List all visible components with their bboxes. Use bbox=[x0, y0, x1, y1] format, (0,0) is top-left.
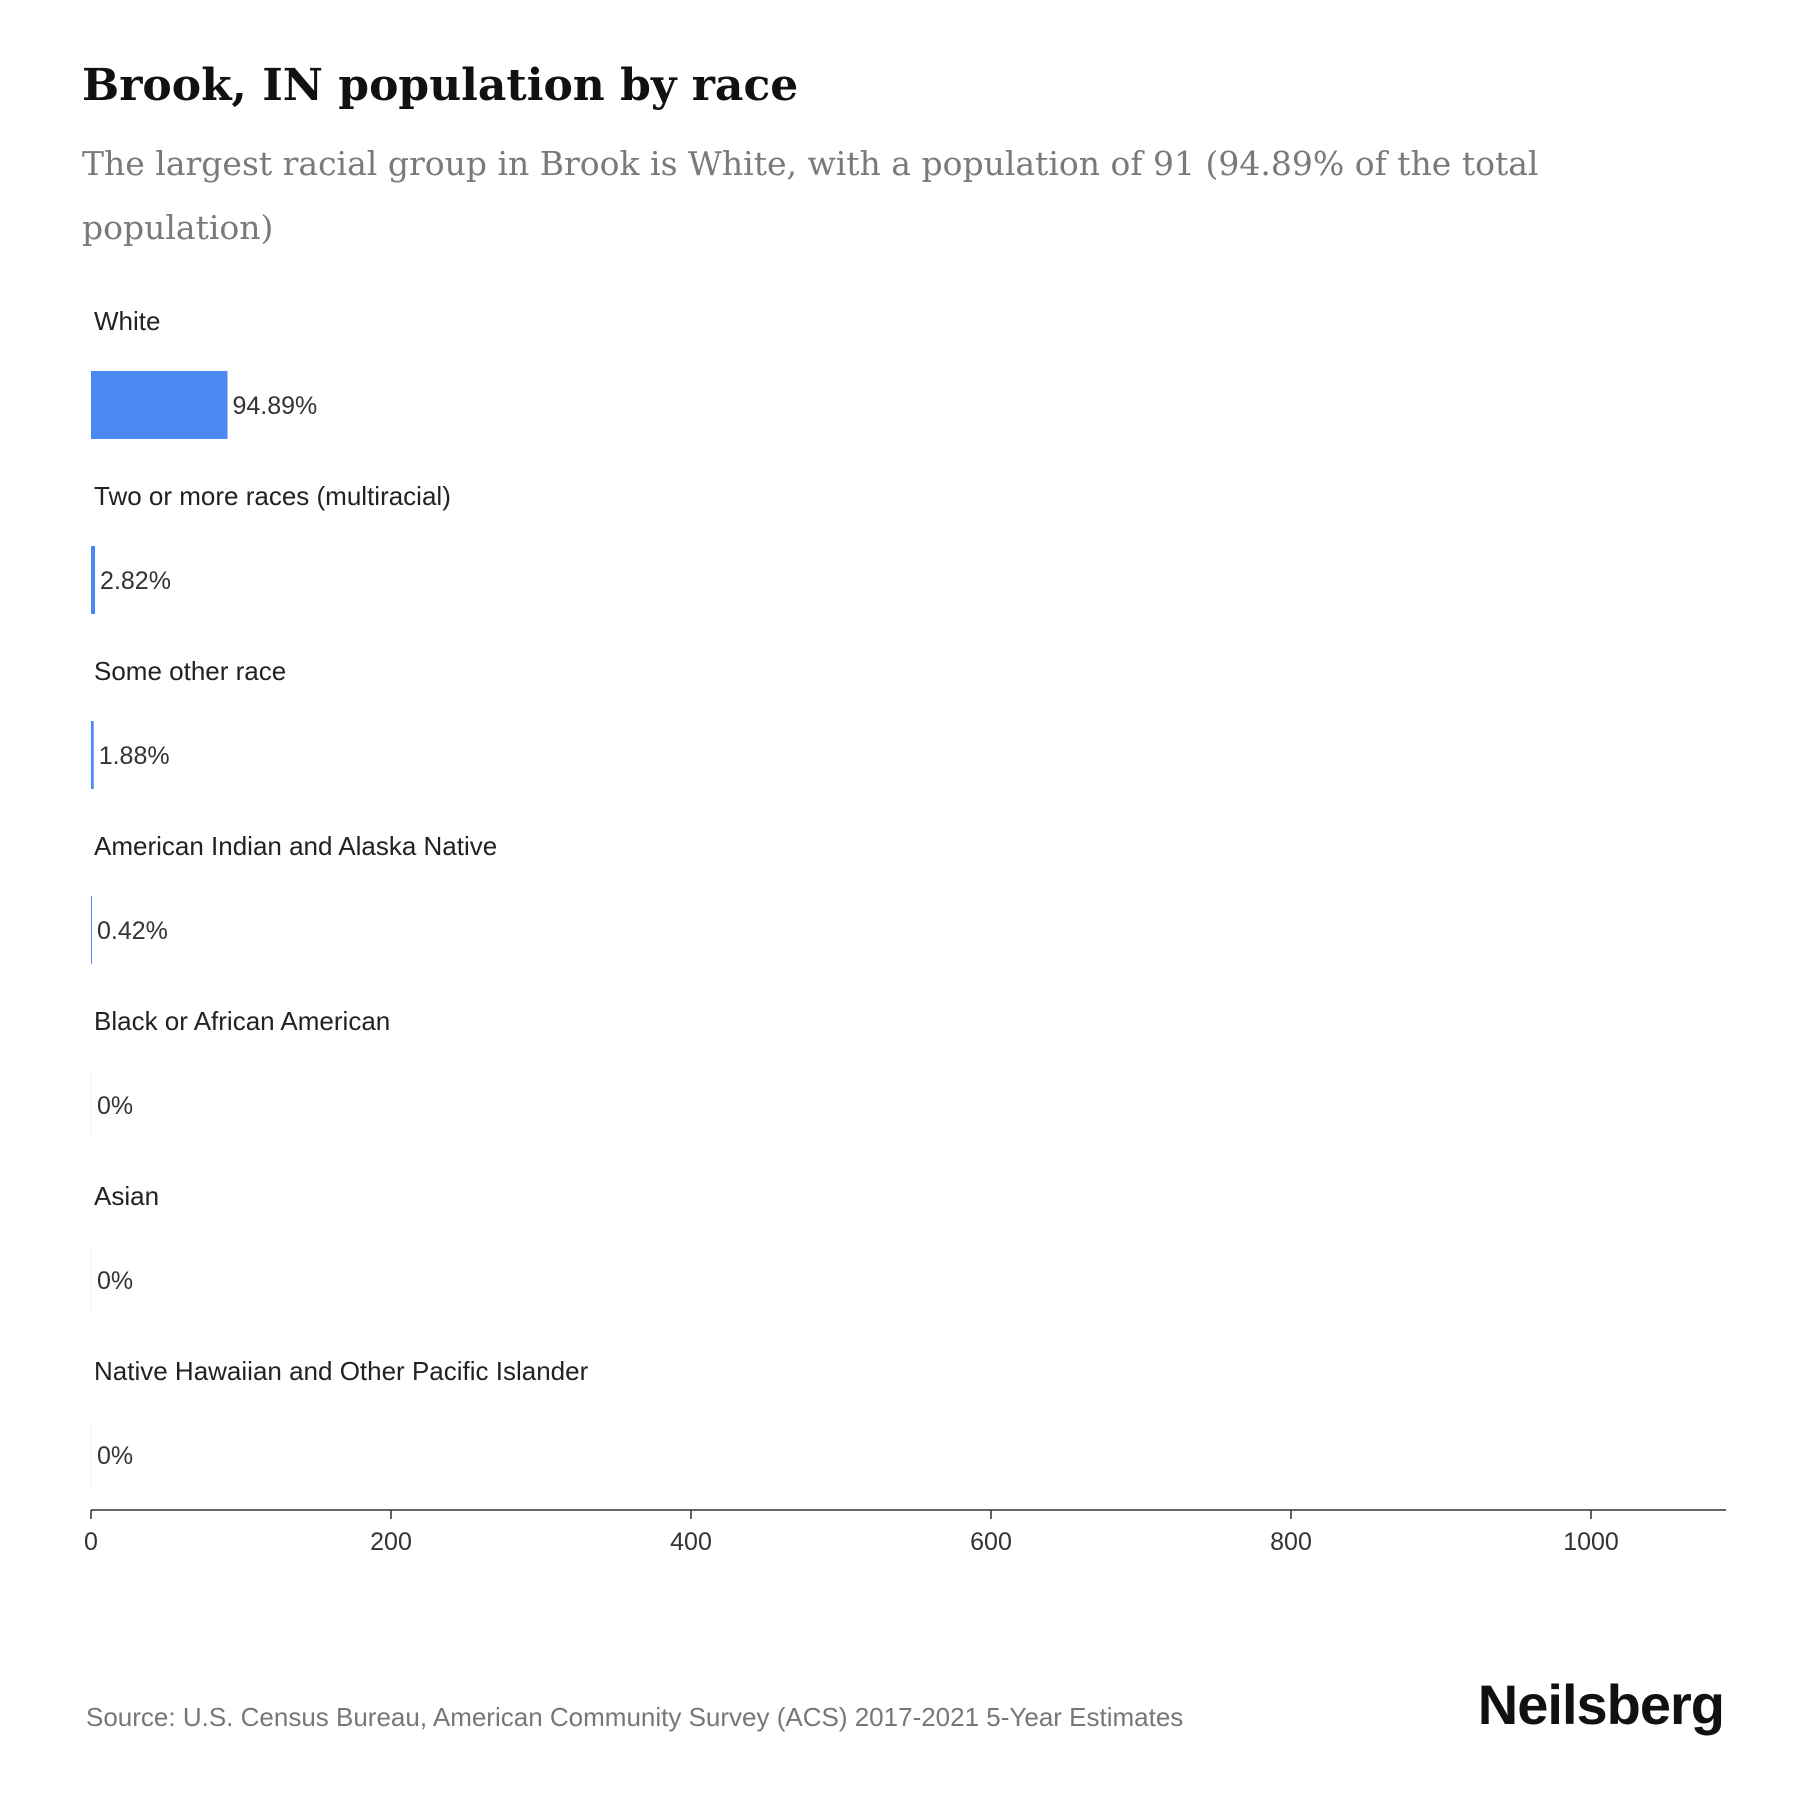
source-note: Source: U.S. Census Bureau, American Com… bbox=[86, 1702, 1184, 1732]
data-label: 0.42% bbox=[97, 917, 168, 945]
bar bbox=[91, 1421, 92, 1489]
bar bbox=[91, 546, 96, 614]
category-label: American Indian and Alaska Native bbox=[94, 831, 497, 861]
category-label: Black or African American bbox=[94, 1006, 390, 1036]
data-label: 2.82% bbox=[100, 567, 171, 595]
data-label: 1.88% bbox=[99, 742, 170, 770]
data-label: 0% bbox=[97, 1442, 133, 1470]
x-tick-label: 400 bbox=[670, 1528, 712, 1556]
bar bbox=[91, 1246, 92, 1314]
data-label: 0% bbox=[97, 1267, 133, 1295]
chart-title: Brook, IN population by race bbox=[82, 60, 799, 111]
category-label: White bbox=[94, 306, 160, 336]
bar bbox=[91, 896, 92, 964]
x-tick-label: 800 bbox=[1270, 1528, 1312, 1556]
chart-subtitle: The largest racial group in Brook is Whi… bbox=[82, 144, 1539, 247]
category-label: Native Hawaiian and Other Pacific Island… bbox=[94, 1356, 589, 1386]
bar bbox=[91, 721, 94, 789]
bar bbox=[91, 1071, 92, 1139]
x-tick-label: 200 bbox=[370, 1528, 412, 1556]
category-label: Some other race bbox=[94, 656, 286, 686]
data-label: 0% bbox=[97, 1092, 133, 1120]
x-tick-label: 600 bbox=[970, 1528, 1012, 1556]
data-label: 94.89% bbox=[233, 392, 318, 420]
category-label: Asian bbox=[94, 1181, 159, 1211]
x-tick-label: 0 bbox=[84, 1528, 98, 1556]
bar bbox=[91, 371, 228, 439]
neilsberg-logo: Neilsberg bbox=[1477, 1673, 1725, 1736]
category-label: Two or more races (multiracial) bbox=[94, 481, 451, 511]
x-tick-label: 1000 bbox=[1563, 1528, 1619, 1556]
